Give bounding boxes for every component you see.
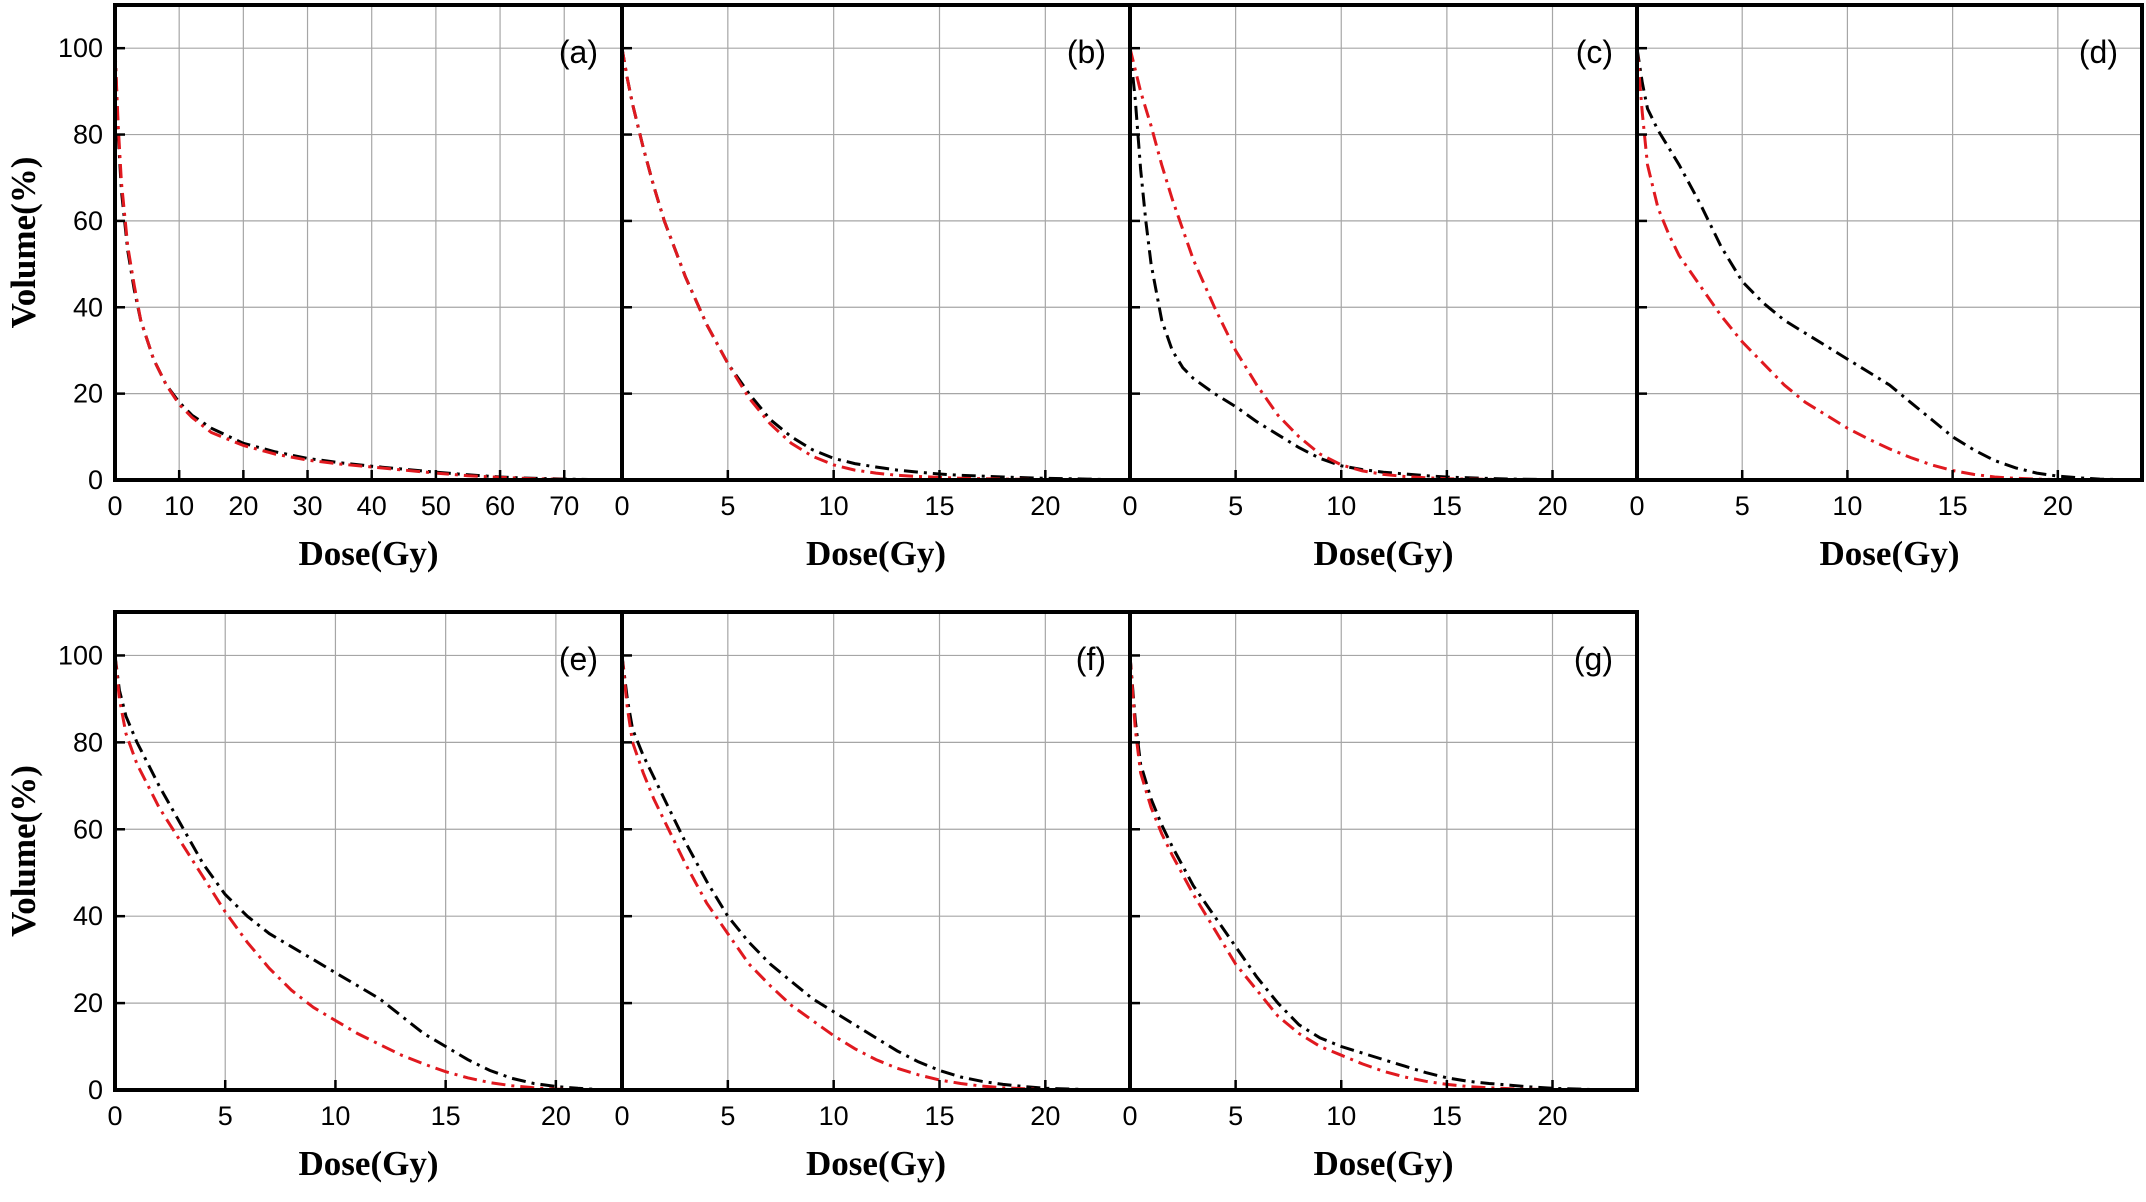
x-tick-label: 20 bbox=[228, 491, 258, 521]
x-axis-title: Dose(Gy) bbox=[806, 534, 946, 573]
panel-g: 0 5 10 15 20 (g) Dose(Gy) bbox=[1122, 610, 1639, 1183]
panel-b: 0 5 10 15 20 (b) Dose(Gy) bbox=[614, 3, 1132, 573]
y-axis-title: Volume(%) bbox=[4, 765, 43, 937]
panel-c: 0 5 10 15 20 (c) Dose(Gy) bbox=[1122, 3, 1639, 573]
x-tick-label: 10 bbox=[819, 1101, 849, 1131]
x-tick-label: 5 bbox=[720, 491, 735, 521]
x-tick-label: 0 bbox=[1629, 491, 1644, 521]
plot-frame bbox=[1128, 3, 1639, 482]
panel-label: (d) bbox=[2079, 34, 2118, 70]
panel-label: (b) bbox=[1067, 34, 1106, 70]
series-line-black bbox=[1128, 48, 1638, 482]
y-axis-title: Volume(%) bbox=[4, 157, 43, 329]
series-line-red bbox=[620, 655, 1130, 1092]
x-axis-title: Dose(Gy) bbox=[1314, 1144, 1454, 1183]
y-tick-label: 60 bbox=[73, 206, 103, 236]
x-tick-label: 0 bbox=[614, 491, 629, 521]
x-tick-label: 20 bbox=[541, 1101, 571, 1131]
x-tick-label: 10 bbox=[1832, 491, 1862, 521]
x-axis-title: Dose(Gy) bbox=[1820, 534, 1960, 573]
x-tick-label: 0 bbox=[614, 1101, 629, 1131]
x-tick-label: 30 bbox=[293, 491, 323, 521]
y-tick-label: 100 bbox=[58, 33, 103, 63]
x-tick-label: 20 bbox=[1030, 491, 1060, 521]
y-tick-label: 80 bbox=[73, 727, 103, 757]
series-line-red bbox=[113, 655, 622, 1092]
x-tick-label: 5 bbox=[1735, 491, 1750, 521]
x-axis-title: Dose(Gy) bbox=[299, 1144, 439, 1183]
series-line-black bbox=[113, 655, 623, 1092]
x-axis-title: Dose(Gy) bbox=[299, 534, 439, 573]
series-line-black bbox=[1128, 655, 1638, 1092]
y-tick-label: 40 bbox=[73, 901, 103, 931]
panel-d: 0 5 10 15 20 (d) Dose(Gy) bbox=[1629, 3, 2144, 573]
plot-frame bbox=[113, 610, 624, 1092]
x-axis-title: Dose(Gy) bbox=[806, 1144, 946, 1183]
x-tick-label: 10 bbox=[320, 1101, 350, 1131]
panel-label: (f) bbox=[1076, 641, 1106, 677]
series-line-black bbox=[620, 47, 1131, 482]
y-tick-label: 60 bbox=[73, 814, 103, 844]
plot-frame bbox=[1128, 610, 1639, 1092]
panel-label: (c) bbox=[1576, 34, 1613, 70]
x-tick-label: 15 bbox=[924, 1101, 954, 1131]
x-tick-label: 15 bbox=[1938, 491, 1968, 521]
panel-label: (a) bbox=[559, 34, 598, 70]
x-tick-label: 15 bbox=[431, 1101, 461, 1131]
series-line-red bbox=[1128, 655, 1637, 1092]
x-tick-label: 20 bbox=[1030, 1101, 1060, 1131]
x-tick-label: 20 bbox=[1537, 1101, 1567, 1131]
x-tick-label: 10 bbox=[164, 491, 194, 521]
plot-frame bbox=[620, 610, 1132, 1092]
plot-frame bbox=[113, 3, 624, 482]
y-tick-label: 80 bbox=[73, 120, 103, 150]
x-tick-label: 60 bbox=[485, 491, 515, 521]
x-tick-label: 0 bbox=[107, 1101, 122, 1131]
x-tick-label: 20 bbox=[2043, 491, 2073, 521]
panel-a: 0 10 20 30 40 50 60 70 0 20 40 60 80 100 (a) Dose(Gy) Vo… bbox=[4, 3, 624, 573]
x-tick-label: 15 bbox=[924, 491, 954, 521]
x-tick-label: 0 bbox=[1122, 491, 1137, 521]
panel-e: 0 5 10 15 20 0 20 40 60 80 100 (e) Dose(Gy) Volume(%) bbox=[4, 610, 624, 1183]
x-tick-label: 5 bbox=[1228, 1101, 1243, 1131]
x-tick-label: 15 bbox=[1432, 491, 1462, 521]
x-tick-label: 70 bbox=[549, 491, 579, 521]
x-tick-label: 20 bbox=[1537, 491, 1567, 521]
y-tick-label: 20 bbox=[73, 379, 103, 409]
series-line-black bbox=[1635, 47, 2143, 482]
panel-label: (g) bbox=[1574, 641, 1613, 677]
series-line-red bbox=[113, 48, 623, 482]
x-tick-label: 10 bbox=[1326, 491, 1356, 521]
series-line-red bbox=[1635, 48, 2142, 482]
panel-f: 0 5 10 15 20 (f) Dose(Gy) bbox=[614, 610, 1132, 1183]
y-tick-label: 40 bbox=[73, 292, 103, 322]
x-tick-label: 5 bbox=[720, 1101, 735, 1131]
y-tick-label: 100 bbox=[58, 640, 103, 670]
y-tick-label: 20 bbox=[73, 988, 103, 1018]
series-line-black bbox=[620, 655, 1131, 1092]
y-tick-label: 0 bbox=[88, 465, 103, 495]
y-tick-label: 0 bbox=[88, 1075, 103, 1105]
series-line-red bbox=[1128, 47, 1637, 482]
x-tick-label: 50 bbox=[421, 491, 451, 521]
x-tick-label: 10 bbox=[1326, 1101, 1356, 1131]
x-tick-label: 5 bbox=[218, 1101, 233, 1131]
panel-label: (e) bbox=[559, 641, 598, 677]
x-tick-label: 40 bbox=[357, 491, 387, 521]
plot-frame bbox=[620, 3, 1132, 482]
plot-frame bbox=[1635, 3, 2144, 482]
x-tick-label: 10 bbox=[819, 491, 849, 521]
x-tick-label: 0 bbox=[107, 491, 122, 521]
x-axis-title: Dose(Gy) bbox=[1314, 534, 1454, 573]
series-line-red bbox=[620, 47, 1131, 482]
x-tick-label: 15 bbox=[1432, 1101, 1462, 1131]
x-tick-label: 0 bbox=[1122, 1101, 1137, 1131]
x-tick-label: 5 bbox=[1228, 491, 1243, 521]
